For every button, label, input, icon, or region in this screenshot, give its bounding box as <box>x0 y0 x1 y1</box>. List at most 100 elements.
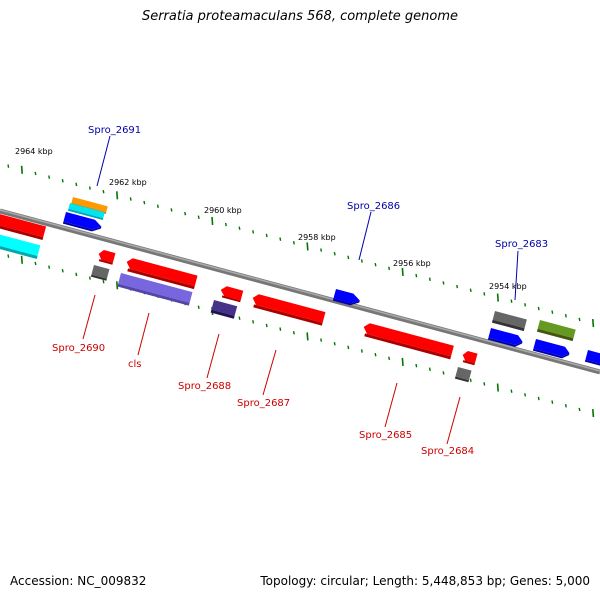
gene-olive[interactable] <box>536 320 576 342</box>
outer-tick-mark <box>197 215 200 219</box>
outer-tick-mark <box>360 259 363 263</box>
outer-tick-mark <box>415 273 418 278</box>
gene-blue-2683[interactable] <box>487 328 524 348</box>
inner-tick-mark <box>360 349 363 353</box>
inner-tick-mark <box>592 409 595 418</box>
outer-tick-mark <box>238 226 241 230</box>
outer-tick-mark <box>7 164 10 168</box>
outer-tick-mark <box>469 288 472 292</box>
gene-blue-edge[interactable] <box>584 350 600 367</box>
inner-tick-mark <box>564 404 567 408</box>
outer-tick-mark <box>442 281 445 285</box>
label-spro-2687[interactable]: Spro_2687 <box>237 398 290 409</box>
outer-tick-mark <box>564 314 567 318</box>
inner-tick-mark <box>75 272 78 277</box>
gene-gray-2690[interactable] <box>90 265 110 281</box>
label-spro-2691[interactable]: Spro_2691 <box>88 125 141 136</box>
outer-tick-mark <box>306 242 309 251</box>
topology-text: Topology: circular; Length: 5,448,853 bp… <box>260 574 590 588</box>
label-spro-2684[interactable]: Spro_2684 <box>421 446 474 457</box>
outer-tick-mark <box>34 171 37 176</box>
label-spro-2685[interactable]: Spro_2685 <box>359 430 412 441</box>
map-title: Serratia proteamaculans 568, complete ge… <box>141 9 459 24</box>
outer-tick-mark <box>537 306 540 311</box>
label-spro-2688[interactable]: Spro_2688 <box>178 381 231 392</box>
inner-tick-mark <box>551 400 554 404</box>
gene-red-left[interactable] <box>0 212 47 241</box>
gene-spro-2690[interactable] <box>97 249 116 265</box>
gene-spro-2686[interactable] <box>332 289 361 307</box>
inner-tick-mark <box>347 345 350 350</box>
gene-spro-2684[interactable] <box>454 367 472 383</box>
outer-tick-mark <box>252 230 255 234</box>
outer-tick-mark <box>483 292 486 296</box>
gene-spro-2688[interactable] <box>210 300 238 319</box>
inner-tick-mark <box>388 356 391 361</box>
outer-tick-mark <box>388 266 391 271</box>
inner-tick-mark <box>374 352 377 357</box>
gene-spro-2685[interactable] <box>361 322 454 360</box>
gene-cls[interactable] <box>117 273 193 306</box>
outer-tick-mark <box>524 303 527 307</box>
leader-spro-2683 <box>514 250 519 301</box>
inner-tick-mark <box>333 342 336 346</box>
label-spro-2686[interactable]: Spro_2686 <box>347 201 400 212</box>
inner-tick-mark <box>428 367 431 372</box>
gene-red-cls[interactable] <box>124 257 198 290</box>
label-cls[interactable]: cls <box>128 359 142 370</box>
inner-tick-mark <box>265 323 268 328</box>
inner-tick-mark <box>102 279 105 284</box>
inner-tick-mark <box>61 269 64 273</box>
leader-spro-2684 <box>446 396 461 445</box>
outer-tick-mark <box>75 182 78 187</box>
gene-spro-2683[interactable] <box>491 311 527 332</box>
inner-tick-mark <box>524 393 527 397</box>
leader-spro-2687 <box>262 349 277 396</box>
gene-blue-right[interactable] <box>532 339 571 360</box>
outer-tick-mark <box>129 197 132 201</box>
outer-tick-mark <box>265 233 268 238</box>
inner-tick-mark <box>442 371 445 375</box>
label-spro-2683[interactable]: Spro_2683 <box>495 239 548 250</box>
outer-tick-mark <box>592 319 595 328</box>
label-spro-2690[interactable]: Spro_2690 <box>52 343 105 354</box>
outer-tick-mark <box>156 204 159 209</box>
outer-tick-mark <box>320 248 323 252</box>
outer-tick-mark <box>184 211 187 216</box>
tick-label-2962: 2962 kbp <box>109 178 147 187</box>
gene-spro-2684-red[interactable] <box>461 350 478 366</box>
leader-spro-2688 <box>206 333 220 379</box>
gene-spro-2687[interactable] <box>250 293 326 326</box>
tick-label-2956: 2956 kbp <box>393 259 431 268</box>
gene-cyan-left[interactable] <box>0 233 41 259</box>
outer-tick-mark <box>279 237 282 241</box>
inner-tick-mark <box>483 382 486 386</box>
inner-tick-mark <box>510 389 513 393</box>
gene-spro-2688-red[interactable] <box>219 285 244 303</box>
inner-tick-mark <box>469 378 472 382</box>
outer-tick-mark <box>510 299 513 303</box>
outer-tick-mark <box>224 222 227 227</box>
inner-tick-mark <box>306 332 309 341</box>
gene-cyan-small[interactable] <box>67 203 105 221</box>
leader-spro-2691 <box>96 135 111 187</box>
outer-tick-mark <box>20 165 23 174</box>
inner-tick-mark <box>88 276 91 280</box>
inner-tick-mark <box>578 407 581 412</box>
tick-label-2960: 2960 kbp <box>204 206 242 215</box>
inner-tick-mark <box>252 320 255 324</box>
leader-spro-2686 <box>358 211 372 261</box>
gene-spro-2691[interactable] <box>62 212 103 233</box>
inner-tick-row <box>7 254 595 418</box>
genome-track <box>0 164 600 418</box>
inner-tick-mark <box>20 255 23 264</box>
outer-tick-mark <box>102 189 105 194</box>
outer-tick-mark <box>551 310 554 314</box>
outer-tick-mark <box>116 191 119 200</box>
outer-tick-mark <box>401 267 404 277</box>
tick-label-2964: 2964 kbp <box>15 147 53 156</box>
inner-tick-mark <box>537 396 540 401</box>
outer-tick-mark <box>428 277 431 282</box>
inner-tick-mark <box>320 338 323 342</box>
outer-tick-mark <box>333 252 336 256</box>
